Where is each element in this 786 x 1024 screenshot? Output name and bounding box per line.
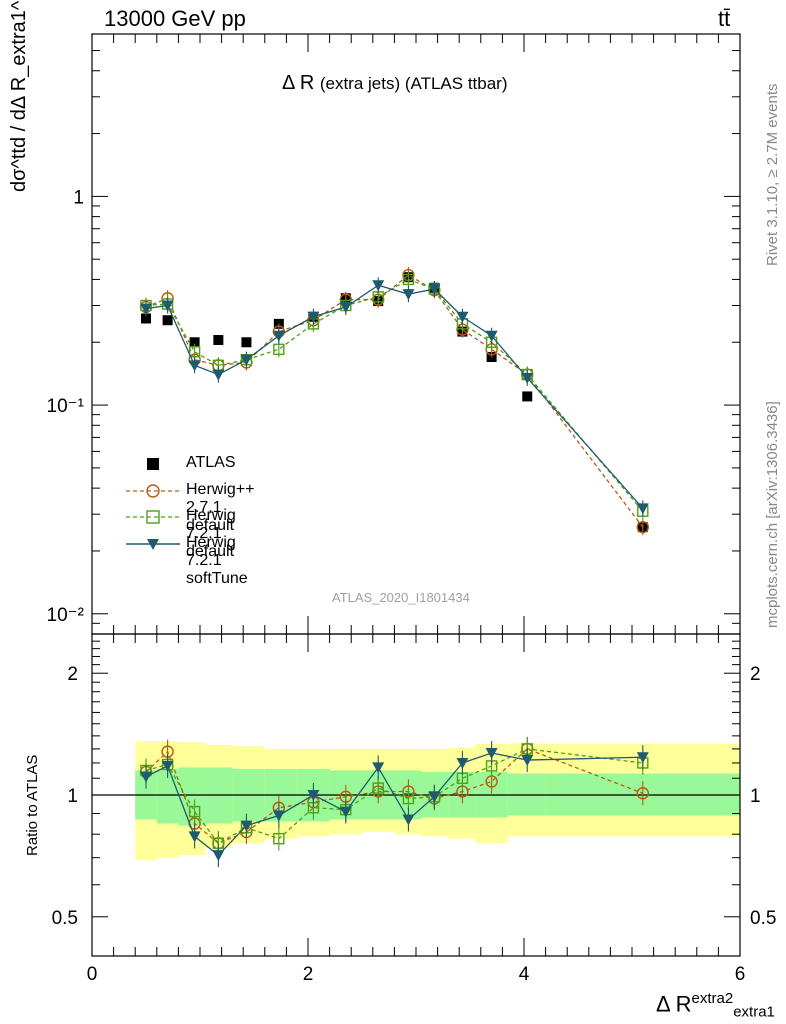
xtick-label-3: 6 (735, 964, 746, 985)
axis-ticks: 10⁻² 10⁻¹ 1 0.5 0.5 1 1 2 2 0 2 4 6 (47, 33, 776, 985)
ratio-point-2-2 (188, 831, 201, 843)
legend-marker-atlas (147, 458, 159, 470)
header-process-label: 13000 GeV pp (104, 6, 246, 31)
legend-marker-herwigpp (126, 483, 180, 498)
main-point-0-0 (141, 313, 151, 324)
ratio-point-2-10 (428, 791, 441, 803)
ratio-point-2-3 (212, 850, 225, 862)
xtick-label-0: 0 (87, 964, 98, 985)
main-point-1-14 (636, 520, 649, 534)
main-ytick-label-2: 1 (73, 187, 84, 208)
legend-label-herwig721: Herwig 7.2.1 default (186, 507, 236, 560)
ratio-point-2-6 (307, 790, 320, 801)
ratio-point-2-7 (339, 806, 352, 818)
main-point-3-6 (307, 311, 320, 323)
main-point-3-4 (240, 354, 253, 366)
plot-title: Δ R (extra jets) (ATLAS ttbar) (282, 72, 508, 95)
plot-title-main: Δ R (282, 72, 315, 94)
x-axis-label-sub: extra1 (733, 1003, 775, 1021)
ratio-ytick-label-right-0: 0.5 (750, 908, 776, 929)
main-point-2-2 (188, 346, 201, 358)
ratio-point-1-9 (402, 792, 415, 805)
ratio-point-2-0 (140, 771, 152, 783)
ratio-point-1-8 (372, 782, 384, 794)
analysis-id-label: ATLAS_2020_I1801434 (332, 590, 470, 605)
main-point-3-3 (212, 369, 225, 381)
main-series-layer (139, 267, 649, 536)
legend-marker-softtune (126, 538, 180, 550)
xtick-label-1: 2 (303, 964, 314, 985)
ratio-point-1-2 (188, 805, 201, 818)
main-point-3-0 (140, 303, 152, 315)
ratio-point-2-8 (372, 762, 385, 774)
ratio-series-layer (139, 736, 649, 868)
main-point-3-8 (372, 280, 385, 292)
main-point-3-10 (428, 283, 441, 295)
ratio-point-2-14 (636, 752, 649, 764)
main-ytick-label-0: 10⁻² (47, 605, 85, 626)
main-point-3-13 (521, 372, 534, 384)
main-point-0-4 (241, 337, 252, 348)
ratio-point-2-4 (240, 820, 253, 832)
main-point-3-12 (485, 330, 498, 342)
band-inner-1 (156, 768, 179, 824)
ratio-point-2-5 (272, 810, 285, 822)
main-point-0-1 (162, 315, 173, 326)
x-axis-label-main: Δ R (656, 991, 692, 1017)
main-point-3-5 (272, 330, 285, 342)
side-mcplots-label: mcplots.cern.ch [arXiv:1306.3436] (764, 401, 781, 628)
main-point-3-11 (456, 311, 469, 323)
ratio-point-1-5 (273, 832, 285, 845)
main-point-0-2 (189, 337, 200, 348)
main-line-series-2 (145, 278, 644, 512)
main-point-0-13 (522, 391, 533, 402)
ratio-point-2-11 (456, 757, 469, 769)
main-point-3-7 (339, 302, 352, 314)
main-y-axis-label: dσ^ttd / dΔ R_extra1^extra2 · 1/σ (8, 0, 30, 192)
x-axis-label-sup: extra2 (691, 990, 734, 1007)
header-final-state-label: tt̄ (718, 6, 731, 31)
legend-label-softtune: Herwig 7.2.1 softTune (186, 533, 248, 587)
main-point-3-2 (188, 360, 201, 372)
legend-label-atlas: ATLAS (186, 454, 236, 471)
plot-title-detail: (extra jets) (ATLAS ttbar) (319, 74, 508, 93)
ratio-ytick-label-left-1: 1 (67, 786, 78, 807)
ratio-ytick-label-right-2: 2 (750, 664, 761, 685)
ratio-y-axis-label: Ratio to ATLAS (24, 754, 41, 856)
ratio-point-2-12 (485, 748, 498, 760)
xtick-label-2: 4 (519, 964, 530, 985)
ratio-ytick-label-right-1: 1 (750, 786, 761, 807)
ratio-point-2-13 (521, 755, 534, 767)
x-axis-label: Δ Rextra2extra1 (656, 990, 775, 1021)
main-point-2-9 (402, 273, 415, 286)
legend-marker-herwig721 (126, 510, 180, 524)
ratio-point-2-9 (402, 814, 415, 826)
legend-label-herwigpp: Herwig++ 2.7.1 default (186, 480, 255, 534)
main-ytick-label-1: 10⁻¹ (47, 396, 85, 417)
main-point-3-9 (402, 289, 415, 301)
main-point-2-5 (273, 343, 285, 356)
ratio-ytick-label-left-0: 0.5 (52, 908, 78, 929)
ratio-point-2-1 (161, 760, 174, 772)
main-point-0-3 (213, 335, 224, 346)
side-rivet-label: Rivet 3.1.10, ≥ 2.7M events (764, 83, 781, 267)
main-point-3-14 (636, 503, 649, 515)
ratio-ytick-label-left-2: 2 (67, 664, 78, 685)
main-line-series-3 (145, 284, 644, 509)
ratio-point-0-14 (636, 787, 649, 800)
main-point-3-1 (161, 300, 174, 312)
